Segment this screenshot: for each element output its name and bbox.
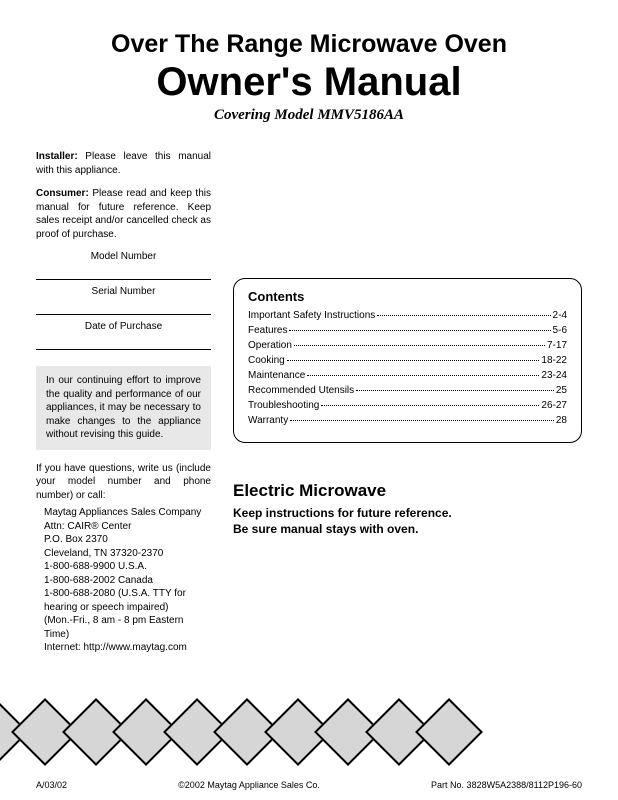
- diamond-icon: [415, 698, 483, 766]
- document-title: Owner's Manual: [36, 61, 582, 103]
- toc-page: 2-4: [553, 310, 567, 321]
- toc-page: 5-6: [553, 325, 567, 336]
- toc-page: 25: [556, 385, 567, 396]
- address-line: 1-800-688-2002 Canada: [44, 574, 211, 588]
- address-line: 1-800-688-9900 U.S.A.: [44, 560, 211, 574]
- toc-label: Cooking: [248, 355, 285, 366]
- contents-heading: Contents: [248, 289, 567, 304]
- toc-page: 28: [556, 415, 567, 426]
- contents-box: Contents Important Safety Instructions 2…: [233, 278, 582, 443]
- toc-page: 18-22: [541, 355, 567, 366]
- toc-label: Recommended Utensils: [248, 385, 354, 396]
- date-purchase-line: [36, 332, 211, 350]
- toc-dots: [294, 345, 545, 346]
- toc-label: Operation: [248, 340, 292, 351]
- toc-dots: [356, 390, 554, 391]
- footer-copyright: ©2002 Maytag Appliance Sales Co.: [178, 780, 320, 790]
- toc-dots: [321, 405, 539, 406]
- address-line: 1-800-688-2080 (U.S.A. TTY for: [44, 587, 211, 601]
- page-footer: A/03/02 ©2002 Maytag Appliance Sales Co.…: [36, 780, 582, 790]
- toc-dots: [307, 375, 539, 376]
- address-line: P.O. Box 2370: [44, 533, 211, 547]
- address-line: Attn: CAIR® Center: [44, 520, 211, 534]
- section-heading: Electric Microwave: [233, 481, 582, 501]
- footer-partno: Part No. 3828W5A2388/8112P196-60: [431, 780, 582, 790]
- address-line: Cleveland, TN 37320-2370: [44, 547, 211, 561]
- contact-address: Maytag Appliances Sales Company Attn: CA…: [36, 506, 211, 655]
- toc-row: Troubleshooting 26-27: [248, 400, 567, 411]
- address-line: Internet: http://www.maytag.com: [44, 641, 211, 655]
- address-line: Maytag Appliances Sales Company: [44, 506, 211, 520]
- model-number-label: Model Number: [36, 251, 211, 262]
- toc-row: Cooking 18-22: [248, 355, 567, 366]
- product-title: Over The Range Microwave Oven: [36, 30, 582, 59]
- installer-note: Installer: Please leave this manual with…: [36, 150, 211, 177]
- toc-row: Important Safety Instructions 2-4: [248, 310, 567, 321]
- address-line: hearing or speech impaired): [44, 601, 211, 615]
- model-subtitle: Covering Model MMV5186AA: [36, 107, 582, 124]
- toc-row: Operation 7-17: [248, 340, 567, 351]
- toc-label: Warranty: [248, 415, 288, 426]
- address-line: (Mon.-Fri., 8 am - 8 pm Eastern Time): [44, 614, 211, 641]
- toc-row: Features 5-6: [248, 325, 567, 336]
- toc-row: Recommended Utensils 25: [248, 385, 567, 396]
- toc-dots: [290, 420, 554, 421]
- toc-page: 7-17: [547, 340, 567, 351]
- toc-label: Important Safety Instructions: [248, 310, 375, 321]
- toc-row: Maintenance 23-24: [248, 370, 567, 381]
- toc-page: 23-24: [541, 370, 567, 381]
- table-of-contents: Important Safety Instructions 2-4 Feature…: [248, 310, 567, 426]
- model-number-line: [36, 262, 211, 280]
- questions-text: If you have questions, write us (include…: [36, 462, 211, 503]
- diamond-border: [0, 698, 618, 766]
- toc-dots: [377, 315, 550, 316]
- consumer-note: Consumer: Please read and keep this manu…: [36, 187, 211, 241]
- toc-label: Maintenance: [248, 370, 305, 381]
- footer-date: A/03/02: [36, 780, 67, 790]
- toc-page: 26-27: [541, 400, 567, 411]
- toc-dots: [289, 330, 550, 331]
- section-subtext: Be sure manual stays with oven.: [233, 521, 582, 537]
- section-subtext: Keep instructions for future reference.: [233, 505, 582, 521]
- improvement-notice: In our continuing effort to improve the …: [36, 366, 211, 450]
- toc-dots: [287, 360, 540, 361]
- date-purchase-label: Date of Purchase: [36, 321, 211, 332]
- serial-number-line: [36, 297, 211, 315]
- consumer-label: Consumer:: [36, 188, 89, 199]
- installer-label: Installer:: [36, 151, 78, 162]
- toc-label: Troubleshooting: [248, 400, 319, 411]
- toc-label: Features: [248, 325, 287, 336]
- serial-number-label: Serial Number: [36, 286, 211, 297]
- toc-row: Warranty 28: [248, 415, 567, 426]
